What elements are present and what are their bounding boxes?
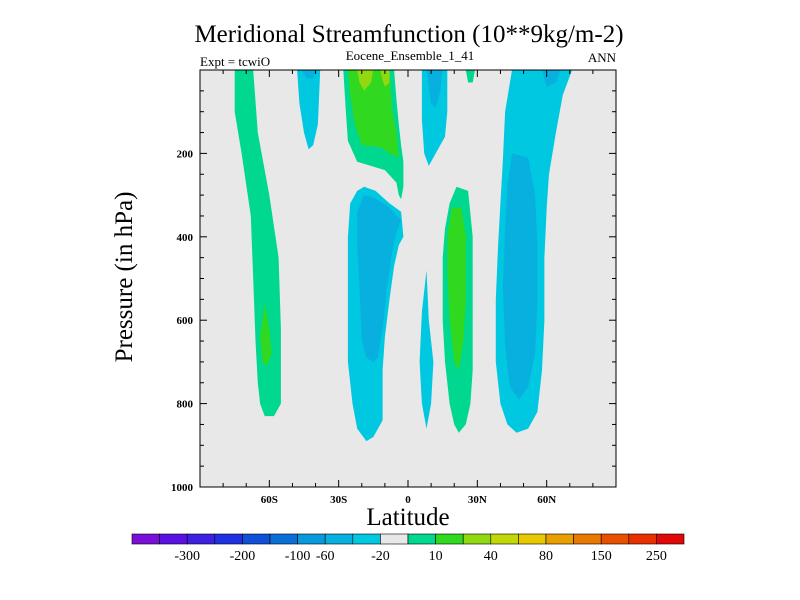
colorbar: -300 -200 -100 -60 -20 10 40 80 150 250 xyxy=(131,533,685,564)
region-nh-negative-cell-core xyxy=(502,153,538,400)
region-eq-upper-positive-core-1 xyxy=(357,70,374,91)
plot-area: 60S 30S 0 30N 60N 200 400 600 800 1000 xyxy=(171,69,617,506)
colorbar-swatch xyxy=(159,533,188,545)
subtitle-right: ANN xyxy=(588,50,617,65)
x-tick-label: 30N xyxy=(468,494,487,506)
colorbar-swatch xyxy=(131,533,160,545)
colorbar-swatch xyxy=(462,533,492,545)
colorbar-swatch xyxy=(600,533,630,545)
x-tick-label: 60S xyxy=(261,494,278,506)
colorbar-swatch xyxy=(407,533,436,545)
colorbar-swatch xyxy=(324,533,354,545)
colorbar-swatch xyxy=(518,533,547,545)
colorbar-swatch xyxy=(186,533,216,545)
colorbar-label: -100 xyxy=(285,549,311,564)
y-axis-label: Pressure (in hPa) xyxy=(111,192,138,363)
region-sh-upper-negative-lobe xyxy=(297,70,321,150)
subtitle-center: Eocene_Ensemble_1_41 xyxy=(346,48,475,63)
y-tick-label: 800 xyxy=(177,399,194,411)
colorbar-label: -200 xyxy=(230,549,256,564)
colorbar-swatch xyxy=(656,533,685,545)
colorbar-label: 10 xyxy=(429,549,443,564)
colorbar-swatch xyxy=(545,533,574,545)
region-nh-upper-negative-lobe xyxy=(421,70,448,166)
region-sh-upper-negative-core xyxy=(301,70,316,79)
axis-ticks: 60S 30S 0 30N 60N 200 400 600 800 1000 xyxy=(171,70,616,506)
region-sh-positive-cell-core xyxy=(260,303,272,367)
y-tick-label: 400 xyxy=(177,232,194,244)
region-nh-upper-positive-sliver xyxy=(465,70,475,83)
colorbar-swatch xyxy=(380,533,409,545)
colorbar-swatch xyxy=(490,533,519,545)
colorbar-label: 40 xyxy=(484,549,498,564)
x-tick-label: 60N xyxy=(537,494,556,506)
colorbar-swatch xyxy=(269,533,298,545)
colorbar-swatch xyxy=(214,533,243,545)
colorbar-label: -300 xyxy=(174,549,200,564)
region-eq-negative-sliver xyxy=(419,270,434,429)
y-tick-label: 600 xyxy=(177,315,194,327)
colorbar-label: 150 xyxy=(591,549,612,564)
region-sh-lower-negative-core xyxy=(357,195,402,362)
x-axis-label: Latitude xyxy=(366,504,449,531)
region-eq-upper-positive-core-2 xyxy=(380,70,390,87)
contour-regions xyxy=(234,70,573,442)
colorbar-label: -20 xyxy=(371,549,390,564)
colorbar-swatch xyxy=(628,533,657,545)
region-nh-lower-positive-core xyxy=(447,207,466,371)
colorbar-swatch xyxy=(435,533,464,545)
colorbar-swatch xyxy=(297,533,326,545)
colorbar-swatch xyxy=(352,533,381,545)
colorbar-swatch xyxy=(573,533,602,545)
region-nh-upper-negative-core xyxy=(426,70,443,108)
colorbar-swatch xyxy=(242,533,271,545)
region-eq-upper-positive-mid xyxy=(347,70,399,158)
y-tick-label: 1000 xyxy=(171,482,194,494)
colorbar-label: -60 xyxy=(316,549,335,564)
x-tick-label: 0 xyxy=(405,494,411,506)
x-tick-label: 30S xyxy=(330,494,347,506)
chart-title: Meridional Streamfunction (10**9kg/m-2) xyxy=(194,21,623,48)
colorbar-label: 250 xyxy=(646,549,667,564)
subtitle-left: Expt = tcwiO xyxy=(200,54,270,69)
y-tick-label: 200 xyxy=(177,148,194,160)
colorbar-label: 80 xyxy=(539,549,553,564)
